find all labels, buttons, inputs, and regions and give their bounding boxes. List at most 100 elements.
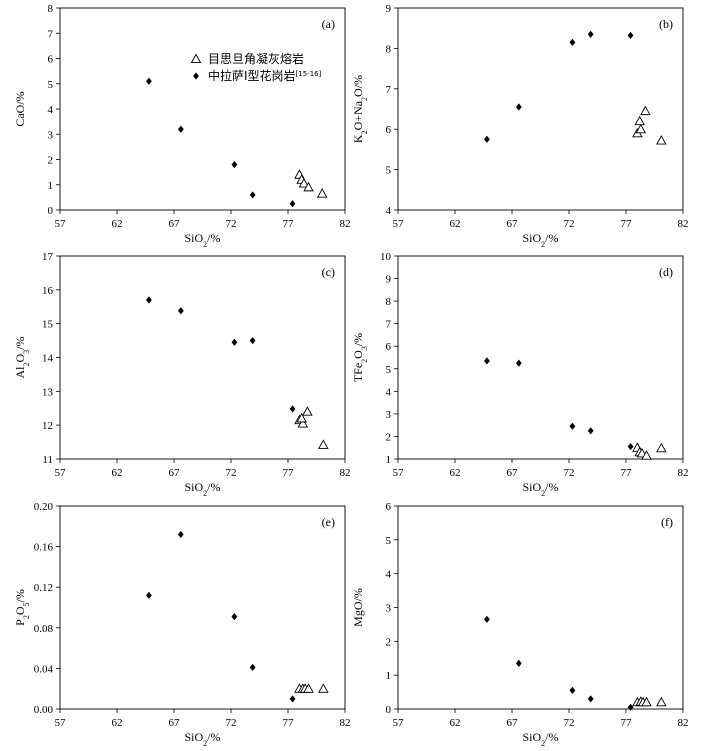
plot-frame [397, 255, 684, 460]
triangle-point [656, 696, 667, 707]
y-tick-label: 5 [386, 535, 392, 547]
x-tick-label: 82 [678, 717, 689, 729]
diamond-point [145, 77, 152, 85]
diamond-point [627, 31, 634, 40]
y-tick-label: 16 [42, 285, 54, 297]
triangle-point [635, 123, 647, 134]
diamond-point [177, 530, 184, 539]
y-tick-label: 7 [386, 319, 392, 331]
diamond-point [587, 427, 594, 435]
y-tick-label: 8 [386, 43, 392, 55]
y-tick-label: 0.00 [34, 704, 54, 716]
y-tick-label: 9 [386, 274, 392, 286]
y-tick-label: 2 [386, 636, 392, 648]
x-axis-title: SiO2/% [184, 480, 220, 498]
legend-label: 目思旦角凝灰熔岩 [208, 51, 304, 66]
series-0 [294, 683, 329, 693]
diamond-point [627, 703, 634, 712]
triangle-point [641, 450, 652, 460]
plot-frame [397, 505, 684, 710]
panel-label: (a) [322, 17, 335, 31]
panel-4: 57 62 67 72 77 82 0.00 0.04 0.08 0.12 0.16 0.20 SiO2… [13, 501, 351, 748]
legend-label: 中拉萨I型花岗岩[15-16] [208, 68, 322, 83]
y-tick-label: 13 [42, 386, 54, 398]
diamond-point [177, 307, 184, 315]
diamond-point [587, 695, 594, 703]
triangle-point [303, 181, 314, 192]
x-tick-label: 57 [55, 218, 67, 230]
series-1 [145, 296, 296, 413]
diamond-point [231, 160, 238, 169]
triangle-point [656, 135, 667, 145]
triangle-point [302, 406, 313, 416]
triangle-point [640, 105, 651, 116]
y-tick-label: 4 [386, 205, 392, 217]
x-tick-label: 62 [112, 218, 123, 230]
series-0 [632, 105, 667, 145]
y-tick-label: 12 [42, 420, 53, 432]
triangle-point [318, 439, 329, 449]
x-tick-label: 67 [507, 717, 519, 729]
y-tick-label: 1 [386, 454, 392, 466]
series-1 [483, 30, 634, 144]
x-tick-label: 67 [507, 218, 519, 230]
x-tick-label: 77 [621, 717, 633, 729]
series-0 [632, 696, 667, 707]
x-axis-title: SiO2/% [522, 730, 558, 748]
y-tick-label: 1 [386, 670, 392, 682]
y-tick-label: 8 [386, 296, 392, 308]
legend-triangle-icon [190, 53, 202, 64]
series-1 [483, 615, 634, 712]
y-tick-label: 7 [386, 84, 392, 96]
triangle-point [298, 178, 310, 188]
y-axis-title: CaO/% [13, 91, 27, 126]
x-tick-label: 82 [678, 467, 689, 479]
x-tick-label: 82 [340, 467, 351, 479]
y-tick-label: 3 [386, 409, 392, 421]
x-tick-label: 62 [450, 218, 461, 230]
x-tick-label: 57 [393, 717, 405, 729]
series-0 [294, 406, 329, 449]
diamond-point [515, 659, 522, 668]
series-0 [632, 442, 667, 460]
y-tick-label: 1 [48, 180, 54, 192]
y-tick-label: 17 [42, 251, 54, 263]
x-tick-label: 82 [678, 218, 689, 230]
panel-5: 57 62 67 72 77 82 0 1 2 3 4 5 6 SiO2/% MgO/% (f) [351, 501, 689, 748]
x-tick-label: 82 [340, 717, 351, 729]
x-tick-label: 77 [621, 218, 633, 230]
y-tick-label: 0 [48, 205, 54, 217]
triangle-point [303, 683, 314, 693]
diamond-point [249, 663, 256, 672]
plot-frame [59, 505, 346, 710]
y-tick-label: 7 [48, 28, 54, 40]
series-0 [294, 169, 328, 198]
y-tick-label: 8 [48, 3, 54, 15]
diamond-point [569, 422, 576, 430]
y-tick-label: 5 [386, 165, 392, 177]
y-axis-title: K2O+Na2O/% [351, 75, 369, 143]
diamond-point [289, 695, 296, 703]
x-tick-label: 72 [564, 717, 575, 729]
x-tick-label: 67 [507, 467, 519, 479]
y-tick-label: 2 [48, 155, 54, 167]
x-tick-label: 72 [564, 218, 575, 230]
x-tick-label: 77 [283, 467, 295, 479]
y-tick-label: 6 [386, 341, 392, 353]
panel-label: (c) [322, 265, 335, 279]
panel-label: (b) [659, 17, 673, 31]
diamond-point [587, 30, 594, 38]
y-axis-title: P2O5/% [13, 589, 31, 626]
diamond-point [289, 199, 296, 208]
series-1 [145, 77, 296, 208]
diamond-point [289, 405, 296, 413]
y-axis-title: TFe2O3/% [351, 333, 369, 382]
x-tick-label: 82 [340, 218, 351, 230]
y-tick-label: 4 [386, 386, 392, 398]
diamond-point [483, 357, 490, 365]
y-axis-title: Al2O3/% [13, 336, 31, 378]
x-tick-label: 62 [450, 717, 461, 729]
diamond-point [569, 38, 576, 47]
